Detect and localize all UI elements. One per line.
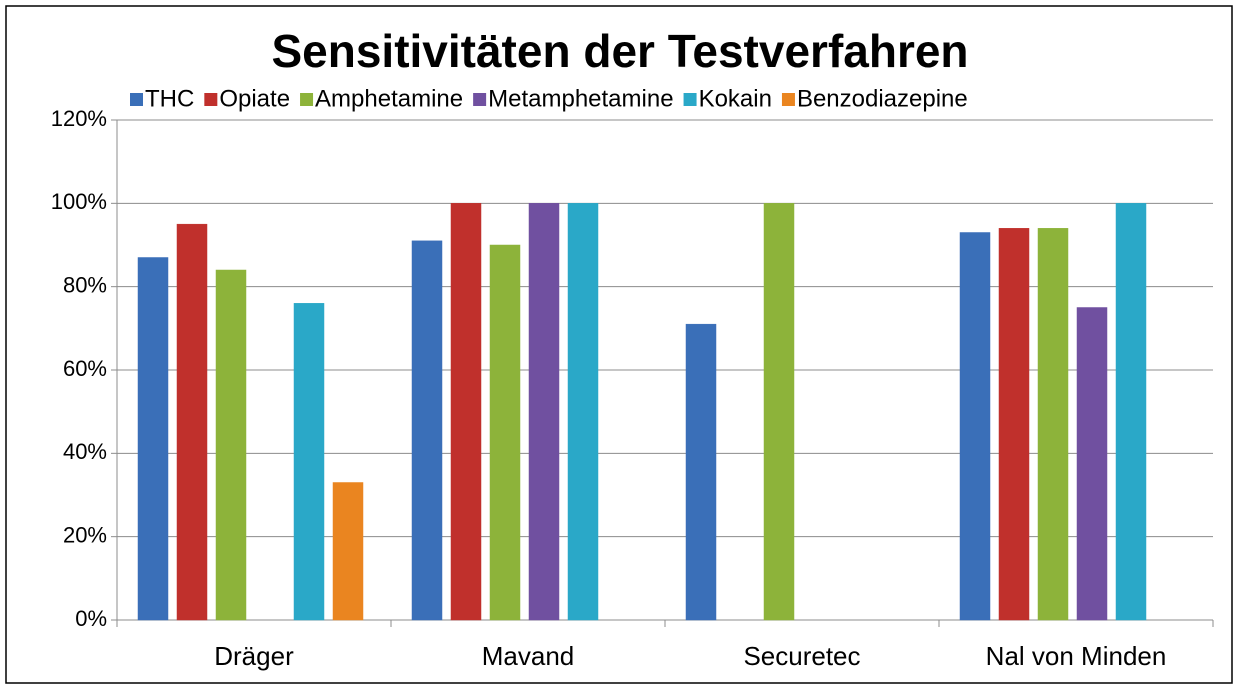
legend-label: Metamphetamine [488,85,673,112]
legend-swatch [204,93,218,106]
bar [489,244,521,621]
legend-swatch [473,93,487,106]
legend-label: Amphetamine [315,85,463,112]
bar [1076,307,1108,621]
bar [567,203,599,621]
bar [293,303,325,621]
x-tick-label: Securetec [743,641,860,671]
legend-swatch [130,93,143,106]
legend-swatch [781,93,795,106]
bar [685,323,717,621]
y-tick-label: 40% [63,439,107,464]
bar [332,482,364,621]
y-tick-label: 100% [51,189,107,214]
legend-swatch [300,93,314,106]
bar [1037,228,1069,621]
x-tick-label: Mavand [482,641,575,671]
bar [763,203,795,621]
legend-swatch [683,93,697,106]
bar [215,269,247,621]
bar [176,223,208,621]
chart-title: Sensitivitäten der Testverfahren [271,25,968,77]
bar [528,203,560,621]
legend-label: Benzodiazepine [797,85,968,112]
bar [1115,203,1147,621]
y-tick-label: 0% [75,606,107,631]
bar [959,232,991,621]
y-tick-label: 120% [51,106,107,131]
bar [998,228,1030,621]
y-tick-label: 60% [63,356,107,381]
legend-label: Kokain [699,85,772,112]
bar [411,240,443,621]
x-tick-label: Nal von Minden [986,641,1167,671]
y-tick-label: 20% [63,522,107,547]
bar [450,203,482,621]
legend-label: Opiate [219,85,290,112]
y-tick-label: 80% [63,272,107,297]
bar [137,257,169,621]
legend-label: THC [145,85,194,112]
x-tick-label: Dräger [214,641,294,671]
